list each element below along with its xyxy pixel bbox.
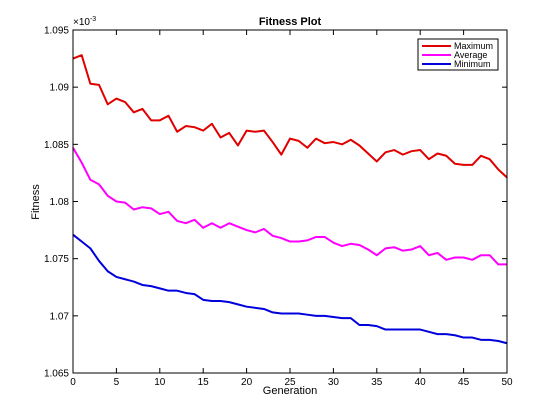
y-tick-label: 1.095 — [44, 26, 69, 37]
y-tick-label: 1.075 — [44, 254, 69, 265]
legend-label-minimum: Minimum — [454, 59, 491, 69]
x-tick-label: 15 — [198, 377, 210, 388]
y-tick-label: 1.085 — [44, 140, 69, 151]
plot-area: 0 5 10 15 20 25 30 35 40 45 50 1.065 1.07 1.075 1.08 1.… — [44, 26, 513, 389]
legend-label-average: Average — [454, 50, 487, 60]
x-tick-label: 45 — [458, 377, 470, 388]
y-tick-label: 1.065 — [44, 369, 69, 380]
y-exponent-base: ×10 — [73, 17, 90, 28]
plot-background — [73, 30, 507, 373]
y-axis-label: Fitness — [30, 184, 42, 220]
x-tick-label: 40 — [415, 377, 427, 388]
y-exponent-power: -3 — [90, 16, 96, 23]
x-tick-label: 50 — [501, 377, 513, 388]
y-exponent-label: ×10-3 — [73, 16, 96, 28]
x-axis-label: Generation — [263, 385, 317, 397]
x-tick-label: 25 — [284, 377, 296, 388]
x-tick-label: 35 — [371, 377, 383, 388]
x-tick-label: 20 — [241, 377, 253, 388]
chart-title: Fitness Plot — [259, 16, 322, 28]
x-tick-label: 30 — [328, 377, 340, 388]
x-tick-label: 0 — [70, 377, 76, 388]
series-line-average — [72, 147, 507, 266]
x-tick-label: 5 — [114, 377, 120, 388]
x-tick-label: 10 — [154, 377, 166, 388]
y-tick-label: 1.07 — [50, 311, 70, 322]
series-line-minimum — [72, 233, 508, 345]
y-tick-label: 1.08 — [50, 197, 70, 208]
legend-label-maximum: Maximum — [454, 41, 493, 51]
y-tick-label: 1.09 — [50, 83, 70, 94]
series-line-maximum — [72, 54, 508, 179]
